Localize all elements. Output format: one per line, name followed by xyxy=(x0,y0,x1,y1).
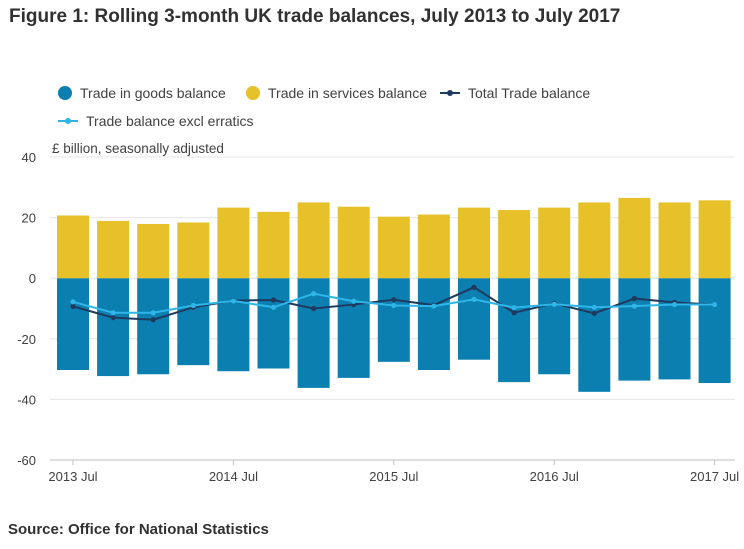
bar-goods xyxy=(137,278,170,375)
bar-goods xyxy=(417,278,450,371)
bar-goods xyxy=(578,278,611,392)
x-tick-label: 2015 Jul xyxy=(369,469,418,484)
bar-services xyxy=(458,207,490,279)
legend-swatch-excl xyxy=(58,116,78,126)
point-total xyxy=(591,310,597,316)
bar-goods xyxy=(618,278,651,381)
bar-goods xyxy=(538,278,571,375)
bar-services xyxy=(217,207,250,279)
point-total xyxy=(631,295,638,302)
legend-label-total: Total Trade balance xyxy=(468,85,591,101)
x-tick-label: 2013 Jul xyxy=(48,469,97,484)
bar-goods xyxy=(498,278,531,383)
bar-services xyxy=(417,214,450,279)
legend-item-services[interactable]: Trade in services balance xyxy=(246,85,427,101)
legend-item-excl[interactable]: Trade balance excl erratics xyxy=(58,113,254,129)
point-excl xyxy=(270,304,277,310)
point-excl xyxy=(591,304,597,310)
source-note: Source: Office for National Statistics xyxy=(8,521,269,538)
bar-goods xyxy=(97,278,130,377)
units-label: £ billion, seasonally adjusted xyxy=(52,141,224,156)
bar-goods xyxy=(337,278,370,378)
point-excl xyxy=(230,298,236,304)
point-excl xyxy=(190,302,196,309)
legend-swatch-goods xyxy=(58,86,72,100)
bar-goods xyxy=(177,278,210,366)
bar-goods xyxy=(698,278,731,384)
point-total xyxy=(311,305,317,312)
point-excl xyxy=(351,298,357,304)
point-total xyxy=(391,297,397,303)
legend-swatch-services xyxy=(246,86,260,100)
point-excl xyxy=(551,301,557,307)
point-excl xyxy=(511,304,517,311)
bar-services xyxy=(297,202,330,279)
bar-goods xyxy=(57,278,89,371)
legend-label-excl: Trade balance excl erratics xyxy=(86,113,254,129)
y-tick-label: -60 xyxy=(17,453,36,468)
y-tick-label: -20 xyxy=(17,332,36,347)
x-tick-label: 2014 Jul xyxy=(209,469,258,484)
y-tick-label: 40 xyxy=(22,150,36,165)
bars xyxy=(57,197,731,392)
bar-services xyxy=(658,202,691,279)
point-excl xyxy=(70,299,76,305)
point-total xyxy=(471,284,477,290)
point-total xyxy=(270,297,277,303)
bar-services xyxy=(618,197,651,279)
point-excl xyxy=(431,303,437,309)
bar-services xyxy=(538,207,571,279)
bar-services xyxy=(698,200,731,279)
bar-services xyxy=(377,216,410,279)
point-total xyxy=(150,317,156,323)
legend-label-services: Trade in services balance xyxy=(268,85,428,101)
legend-item-total[interactable]: Total Trade balance xyxy=(440,85,590,101)
legend-label-goods: Trade in goods balance xyxy=(80,85,226,101)
y-tick-label: 20 xyxy=(22,211,36,226)
point-excl xyxy=(391,302,397,309)
bar-services xyxy=(137,223,170,279)
bar-services xyxy=(57,215,89,279)
bar-services xyxy=(578,202,611,279)
bar-goods xyxy=(257,278,290,369)
point-total xyxy=(70,303,76,309)
legend-swatch-total xyxy=(440,88,460,98)
point-excl xyxy=(631,303,638,309)
point-excl xyxy=(110,310,116,316)
legend-item-goods[interactable]: Trade in goods balance xyxy=(58,85,226,101)
axes: 40 20 0 -20 -40 -60 2013 Jul 2014 Jul 2015 Jul 20… xyxy=(17,150,739,484)
bar-services xyxy=(97,220,130,279)
point-excl xyxy=(712,301,718,308)
point-excl xyxy=(311,291,317,297)
y-tick-label: -40 xyxy=(17,392,36,407)
bar-goods xyxy=(458,278,490,360)
bar-goods xyxy=(377,278,410,362)
point-excl xyxy=(471,296,477,303)
series-lines xyxy=(70,284,718,323)
point-excl xyxy=(671,301,678,308)
y-tick-label: 0 xyxy=(29,271,36,286)
bar-services xyxy=(257,211,290,279)
bar-goods xyxy=(658,278,691,380)
x-tick-label: 2017 Jul xyxy=(690,469,739,484)
chart-title: Figure 1: Rolling 3-month UK trade balan… xyxy=(9,6,621,27)
bar-services xyxy=(337,206,370,279)
bar-goods xyxy=(217,278,250,372)
x-tick-label: 2016 Jul xyxy=(530,469,579,484)
point-excl xyxy=(150,310,156,316)
point-total xyxy=(511,310,517,316)
bar-services xyxy=(177,222,210,279)
bar-services xyxy=(498,210,531,279)
point-total xyxy=(110,314,116,321)
